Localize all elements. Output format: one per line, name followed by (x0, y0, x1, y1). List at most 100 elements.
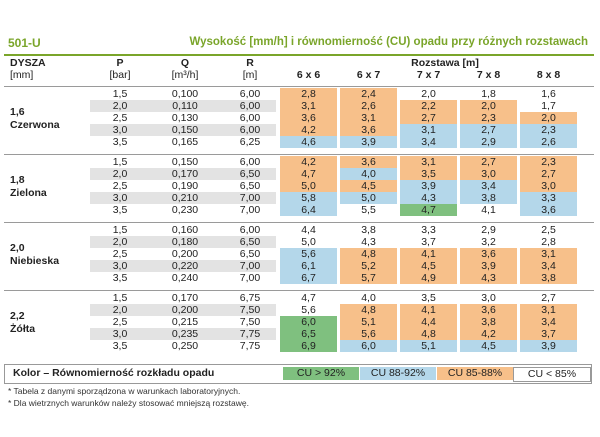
precip-cell: 2,6 (520, 136, 577, 148)
radius-cell: 6,25 (239, 136, 261, 148)
precip-cell: 5,2 (340, 260, 397, 272)
nozzle-color: Niebieska (10, 255, 60, 267)
row-stripe (90, 100, 276, 112)
flow-cell: 0,240 (171, 272, 199, 284)
table-row: 1,5 0,170 6,75 4,7 4,0 3,5 3,0 2,7 (0, 292, 600, 304)
precip-cell: 5,8 (280, 192, 337, 204)
precip-cell: 3,9 (340, 136, 397, 148)
table-row: 3,0 0,210 7,00 5,8 5,0 4,3 3,8 3,3 (0, 192, 600, 204)
precip-cell: 2,9 (460, 136, 517, 148)
radius-cell: 6,00 (239, 112, 261, 124)
table-row: 1,5 0,150 6,00 4,2 3,6 3,1 2,7 2,3 (0, 156, 600, 168)
precip-cell: 4,1 (400, 304, 457, 316)
precip-cell: 3,1 (520, 248, 577, 260)
pressure-cell: 2,0 (112, 304, 128, 316)
table-row: 2,5 0,130 6,00 3,6 3,1 2,7 2,3 2,0 (0, 112, 600, 124)
table-row: 2,0 0,200 7,50 5,6 4,8 4,1 3,6 3,1 (0, 304, 600, 316)
radius-cell: 6,00 (239, 156, 261, 168)
pressure-cell: 3,0 (112, 124, 128, 136)
radius-cell: 6,00 (239, 224, 261, 236)
legend-swatch: CU 88-92% (360, 367, 436, 380)
pressure-cell: 3,5 (112, 340, 128, 352)
flow-cell: 0,200 (171, 304, 199, 316)
precip-cell: 3,3 (520, 192, 577, 204)
radius-cell: 7,00 (239, 192, 261, 204)
flow-cell: 0,190 (171, 180, 199, 192)
table-row: 2,5 0,215 7,50 6,0 5,1 4,4 3,8 3,4 (0, 316, 600, 328)
precip-cell: 2,3 (520, 156, 577, 168)
precip-cell: 3,9 (400, 180, 457, 192)
precip-cell: 2,9 (460, 224, 517, 236)
header-rule (4, 54, 594, 56)
precip-cell: 4,4 (280, 224, 337, 236)
pressure-cell: 3,5 (112, 272, 128, 284)
table-row: 2,0 0,110 6,00 3,1 2,6 2,2 2,0 1,7 (0, 100, 600, 112)
nozzle-size: 1,6 (10, 106, 25, 118)
precip-cell: 3,0 (460, 292, 517, 304)
precip-cell: 1,7 (520, 100, 577, 112)
flow-cell: 0,100 (171, 88, 199, 100)
nozzle-label: 2,0 Niebieska (10, 242, 59, 268)
precip-cell: 3,7 (400, 236, 457, 248)
group-separator (4, 290, 594, 291)
nozzle-color: Zielona (10, 187, 47, 199)
precip-cell: 4,3 (340, 236, 397, 248)
precip-cell: 6,4 (280, 204, 337, 216)
precip-cell: 2,3 (460, 112, 517, 124)
precip-cell: 5,0 (280, 236, 337, 248)
col-rozstawa: Rozstawa [m] (411, 57, 479, 69)
nozzle-size: 1,8 (10, 174, 25, 186)
precip-cell: 2,7 (460, 156, 517, 168)
radius-cell: 6,75 (239, 292, 261, 304)
radius-cell: 7,00 (239, 260, 261, 272)
precip-cell: 4,7 (280, 292, 337, 304)
pressure-cell: 1,5 (112, 88, 128, 100)
row-stripe (90, 236, 276, 248)
radius-cell: 6,50 (239, 180, 261, 192)
flow-cell: 0,110 (172, 100, 198, 112)
precip-cell: 6,0 (340, 340, 397, 352)
radius-cell: 7,75 (239, 328, 261, 340)
flow-cell: 0,130 (171, 112, 199, 124)
flow-cell: 0,210 (171, 192, 199, 204)
precip-cell: 2,8 (280, 88, 337, 100)
table-row: 2,0 0,180 6,50 5,0 4,3 3,7 3,2 2,8 (0, 236, 600, 248)
radius-cell: 7,50 (239, 304, 261, 316)
precip-cell: 5,6 (280, 304, 337, 316)
precip-cell: 4,2 (460, 328, 517, 340)
precip-cell: 3,9 (520, 340, 577, 352)
precip-cell: 3,1 (400, 156, 457, 168)
precip-cell: 4,1 (460, 204, 517, 216)
flow-cell: 0,150 (171, 124, 199, 136)
pressure-cell: 3,5 (112, 136, 128, 148)
precip-cell: 4,5 (340, 180, 397, 192)
precip-cell: 4,7 (280, 168, 337, 180)
table-row: 2,5 0,190 6,50 5,0 4,5 3,9 3,4 3,0 (0, 180, 600, 192)
precip-cell: 1,6 (520, 88, 577, 100)
precip-cell: 4,0 (340, 292, 397, 304)
table-row: 1,5 0,100 6,00 2,8 2,4 2,0 1,8 1,6 (0, 88, 600, 100)
precip-cell: 2,3 (520, 124, 577, 136)
precip-cell: 4,2 (280, 156, 337, 168)
col-q-unit: [m³/h] (171, 69, 199, 81)
precip-cell: 3,6 (280, 112, 337, 124)
legend-swatch: CU 85-88% (437, 367, 513, 380)
precip-cell: 4,8 (340, 304, 397, 316)
col-spacing: 8 x 8 (536, 69, 561, 81)
pressure-cell: 1,5 (112, 156, 128, 168)
precip-cell: 6,0 (280, 316, 337, 328)
pressure-cell: 2,0 (112, 168, 128, 180)
group-separator (4, 154, 594, 155)
flow-cell: 0,220 (171, 260, 199, 272)
precip-cell: 6,5 (280, 328, 337, 340)
radius-cell: 7,00 (239, 272, 261, 284)
radius-cell: 7,00 (239, 204, 261, 216)
col-spacing: 6 x 6 (296, 69, 321, 81)
table-row: 3,5 0,250 7,75 6,9 6,0 5,1 4,5 3,9 (0, 340, 600, 352)
precip-cell: 5,6 (280, 248, 337, 260)
precip-cell: 3,8 (460, 316, 517, 328)
radius-cell: 6,50 (239, 168, 261, 180)
pressure-cell: 2,0 (112, 236, 128, 248)
precip-cell: 5,0 (340, 192, 397, 204)
radius-cell: 6,00 (239, 100, 261, 112)
